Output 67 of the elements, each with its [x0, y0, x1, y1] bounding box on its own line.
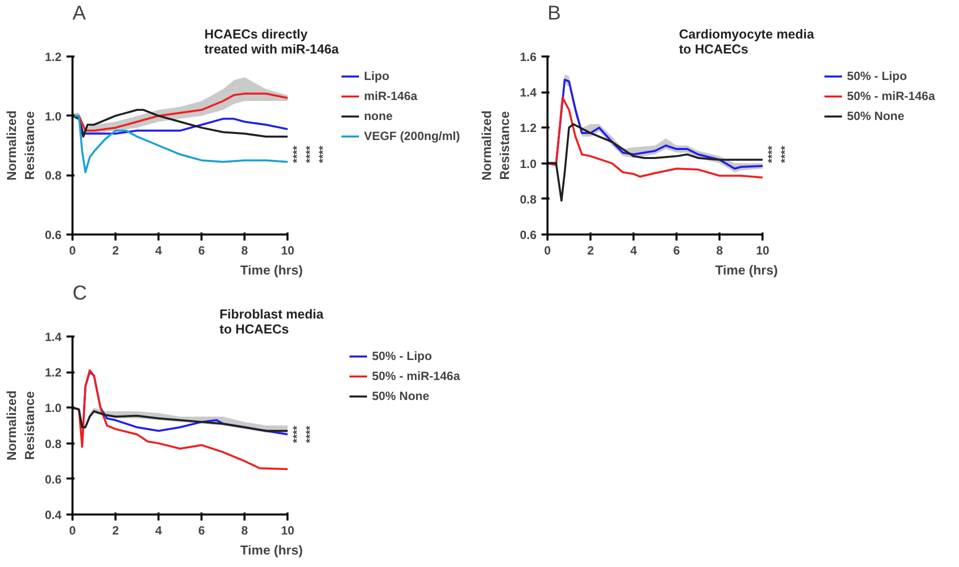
x-tick-label: 10	[756, 244, 770, 258]
text: ****	[304, 425, 317, 443]
legend-label: 50% None	[372, 389, 430, 403]
chart-title: Cardiomyocyte media to HCAECs	[678, 26, 815, 56]
legend-label: 50% - miR-146a	[372, 369, 460, 383]
legend-label: 50% - Lipo	[846, 69, 907, 83]
y-tick-label: 1.4	[520, 86, 537, 100]
text: ****	[292, 425, 304, 443]
y-tick-label: 0.6	[520, 228, 537, 242]
y-tick-label: 1.0	[520, 156, 537, 171]
x-axis-title: Time (hrs)	[240, 262, 303, 278]
y-axis-title: Normalized Resistance	[478, 110, 512, 181]
x-tick-label: 4	[630, 244, 638, 258]
line-series	[548, 123, 764, 202]
x-tick-label: 6	[198, 524, 206, 538]
y-tick-label: 1.2	[520, 121, 537, 136]
text: ****	[766, 145, 779, 163]
y-tick-label: 0.8	[520, 192, 537, 206]
chart-title: HCAECs directly treated with miR-146a	[204, 26, 340, 56]
x-tick-label: 4	[155, 244, 162, 258]
x-tick-label: 2	[112, 244, 120, 258]
x-axis-title: Time (hrs)	[715, 262, 778, 278]
x-tick-label: 4	[155, 524, 162, 538]
y-axis-title: Normalized Resistance	[4, 390, 37, 461]
x-tick-label: 10	[280, 244, 295, 258]
legend-label: none	[364, 109, 393, 123]
text: ****	[292, 145, 304, 163]
chart-title: Fibroblast media to HCAECs	[219, 306, 324, 336]
text: ****	[304, 145, 317, 163]
x-tick-label: 0	[544, 244, 552, 258]
y-tick-label: 1.0	[44, 109, 62, 124]
line-series	[548, 96, 764, 179]
y-tick-label: 1.2	[44, 366, 62, 380]
y-tick-label: 0.6	[44, 228, 62, 242]
text: ****	[318, 145, 330, 163]
text: C	[72, 282, 87, 304]
x-tick-label: 8	[241, 244, 248, 258]
legend-label: Lipo	[364, 69, 390, 83]
legend-label: 50% None	[846, 109, 904, 123]
x-tick-label: 2	[587, 244, 594, 258]
line-series	[72, 114, 289, 174]
x-axis-title: Time (hrs)	[240, 542, 303, 558]
text: A	[72, 2, 86, 24]
y-tick-label: 1.2	[44, 50, 62, 64]
y-tick-label: 1.6	[520, 50, 537, 64]
y-tick-label: 1.0	[44, 401, 62, 416]
y-tick-label: 0.4	[44, 508, 62, 522]
x-tick-label: 0	[69, 524, 76, 538]
line-series	[72, 108, 289, 138]
x-tick-label: 2	[112, 524, 120, 538]
legend-label: 50% - Lipo	[372, 349, 432, 363]
y-tick-label: 1.4	[44, 330, 62, 344]
y-axis-title: Normalized Resistance	[4, 110, 37, 181]
y-tick-label: 0.6	[44, 472, 62, 486]
text: ****	[780, 145, 792, 163]
x-tick-label: 8	[241, 524, 248, 538]
x-tick-label: 10	[280, 524, 295, 538]
x-tick-label: 0	[69, 244, 76, 258]
y-tick-label: 0.8	[44, 436, 62, 451]
x-tick-label: 8	[716, 244, 724, 258]
y-tick-label: 0.8	[44, 168, 62, 183]
legend-label: 50% - miR-146a	[846, 89, 935, 103]
x-tick-label: 6	[198, 244, 206, 258]
x-tick-label: 6	[673, 244, 680, 258]
legend-label: miR-146a	[364, 89, 418, 103]
text: B	[548, 2, 561, 24]
legend-label: VEGF (200ng/ml)	[364, 129, 460, 143]
